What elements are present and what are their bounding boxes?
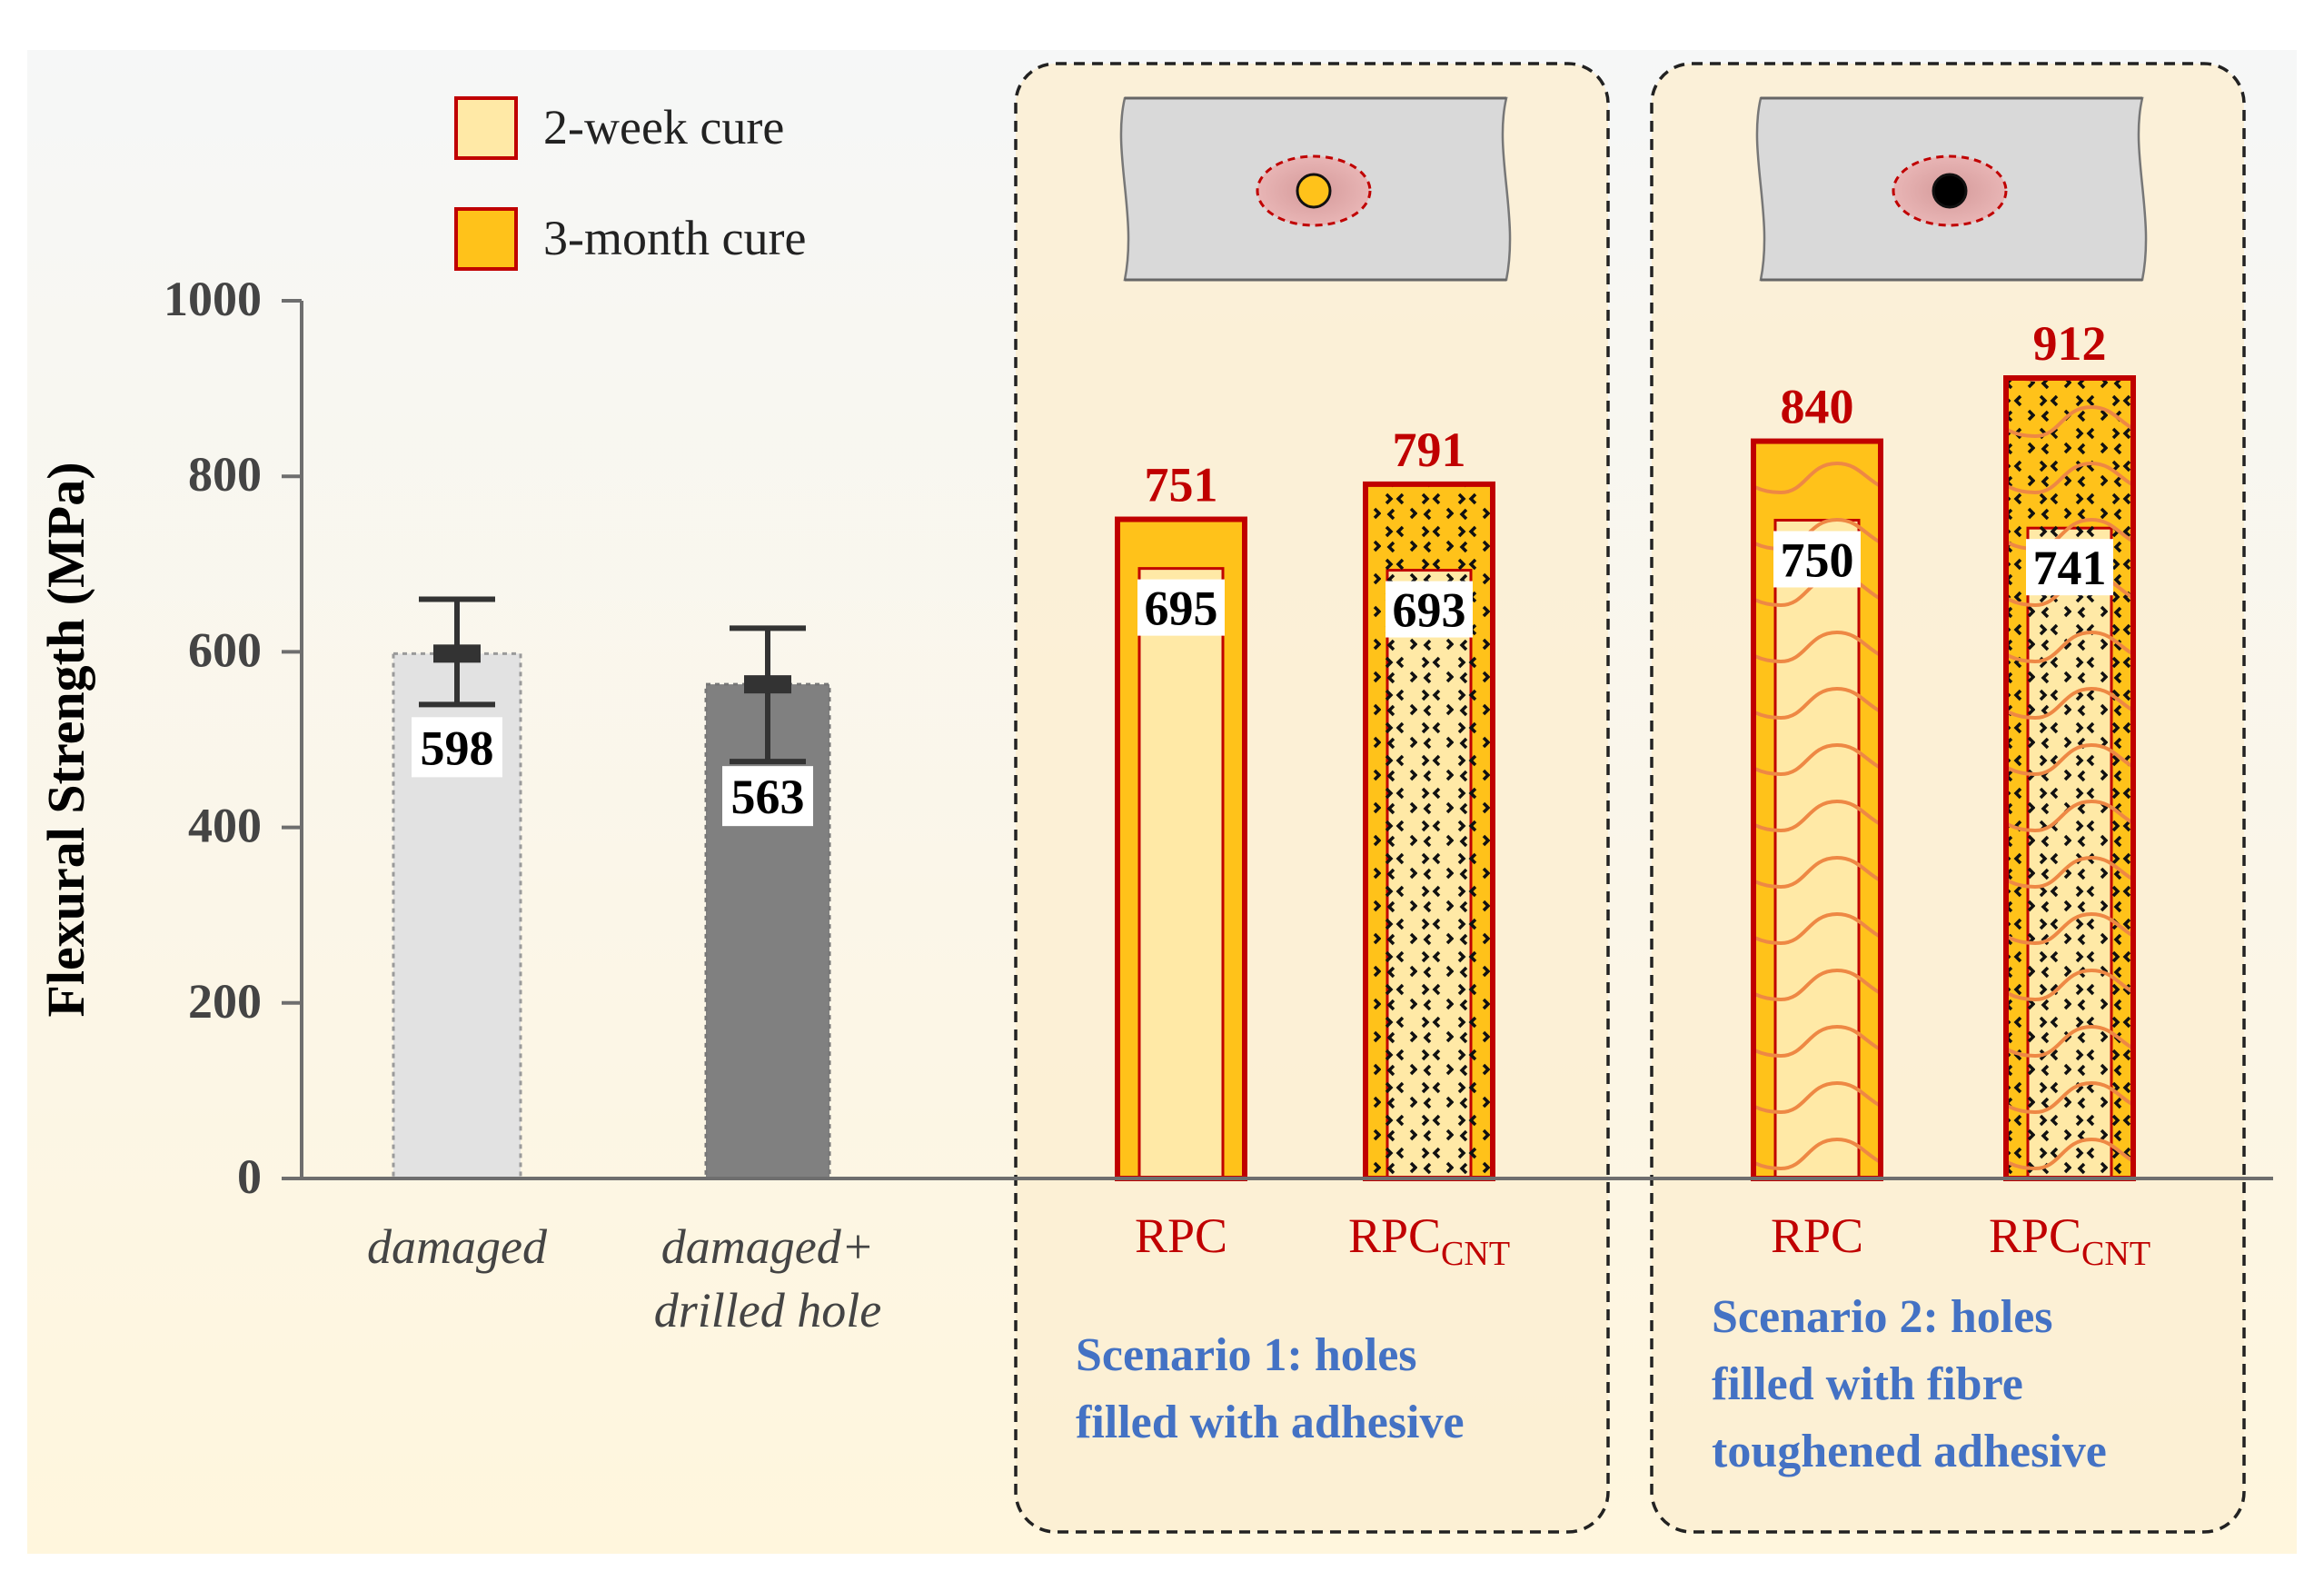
value-label-3-month: 751	[1145, 458, 1218, 512]
category-label: damaged+	[661, 1219, 874, 1274]
y-tick-label: 600	[188, 622, 262, 677]
category-label: damaged	[367, 1219, 548, 1274]
y-tick-label: 1000	[164, 272, 262, 326]
category-label: RPCCNT	[1989, 1208, 2150, 1273]
value-label-2-week: 695	[1145, 582, 1218, 636]
value-label-2-week: 741	[2033, 541, 2107, 595]
scenario-1-title-line: filled with adhesive	[1076, 1397, 1465, 1448]
y-tick-label: 0	[237, 1149, 262, 1204]
value-label: 598	[421, 721, 494, 775]
mean-marker	[744, 675, 791, 694]
category-label: RPC	[1135, 1208, 1227, 1263]
value-label-box	[1385, 581, 1473, 638]
y-tick-label: 800	[188, 447, 262, 502]
legend-swatch-3-month	[454, 207, 518, 271]
value-label-2-week: 693	[1393, 583, 1466, 638]
value-label-box	[1137, 579, 1225, 636]
legend-swatch-2-week	[454, 96, 518, 160]
category-label-line2: drilled hole	[654, 1283, 881, 1337]
y-tick-label: 200	[188, 974, 262, 1029]
value-label-box	[2026, 539, 2113, 596]
value-label-3-month: 840	[1781, 380, 1854, 434]
category-label-main: RPC	[1989, 1208, 2081, 1263]
scenario-1-panel	[1014, 62, 1610, 1534]
category-label: RPC	[1771, 1208, 1863, 1263]
value-label-3-month: 912	[2033, 316, 2107, 371]
category-label-main: RPC	[1771, 1208, 1863, 1263]
category-label-subscript: CNT	[2081, 1235, 2150, 1273]
scenario-2-title-line: filled with fibre	[1712, 1358, 2023, 1410]
category-label: RPCCNT	[1348, 1208, 1510, 1273]
scenario-1-title-line: Scenario 1: holes	[1076, 1329, 1417, 1381]
value-label-box	[722, 766, 813, 827]
y-axis-title: Flexural Strength (MPa)	[36, 462, 95, 1017]
y-tick-label: 400	[188, 799, 262, 853]
value-label-box	[1773, 531, 1861, 588]
value-label: 563	[731, 770, 805, 824]
mean-marker	[433, 644, 481, 663]
bar-texture-overlay	[2006, 378, 2133, 1178]
filled-hole-dot	[1932, 173, 1968, 209]
value-label-box	[412, 717, 502, 778]
value-label-3-month: 791	[1393, 423, 1466, 477]
value-label-2-week: 750	[1781, 533, 1854, 588]
category-label-main: RPC	[1348, 1208, 1441, 1263]
legend-label: 3-month cure	[543, 211, 806, 265]
category-label-main: RPC	[1135, 1208, 1227, 1263]
scenario-2-title-line: toughened adhesive	[1712, 1426, 2107, 1477]
category-label-subscript: CNT	[1441, 1235, 1510, 1273]
scenario-2-title-line: Scenario 2: holes	[1712, 1291, 2053, 1343]
bar-2-week-cure	[1137, 567, 1225, 1180]
filled-hole-dot	[1296, 173, 1332, 209]
legend-label: 2-week cure	[543, 100, 784, 154]
